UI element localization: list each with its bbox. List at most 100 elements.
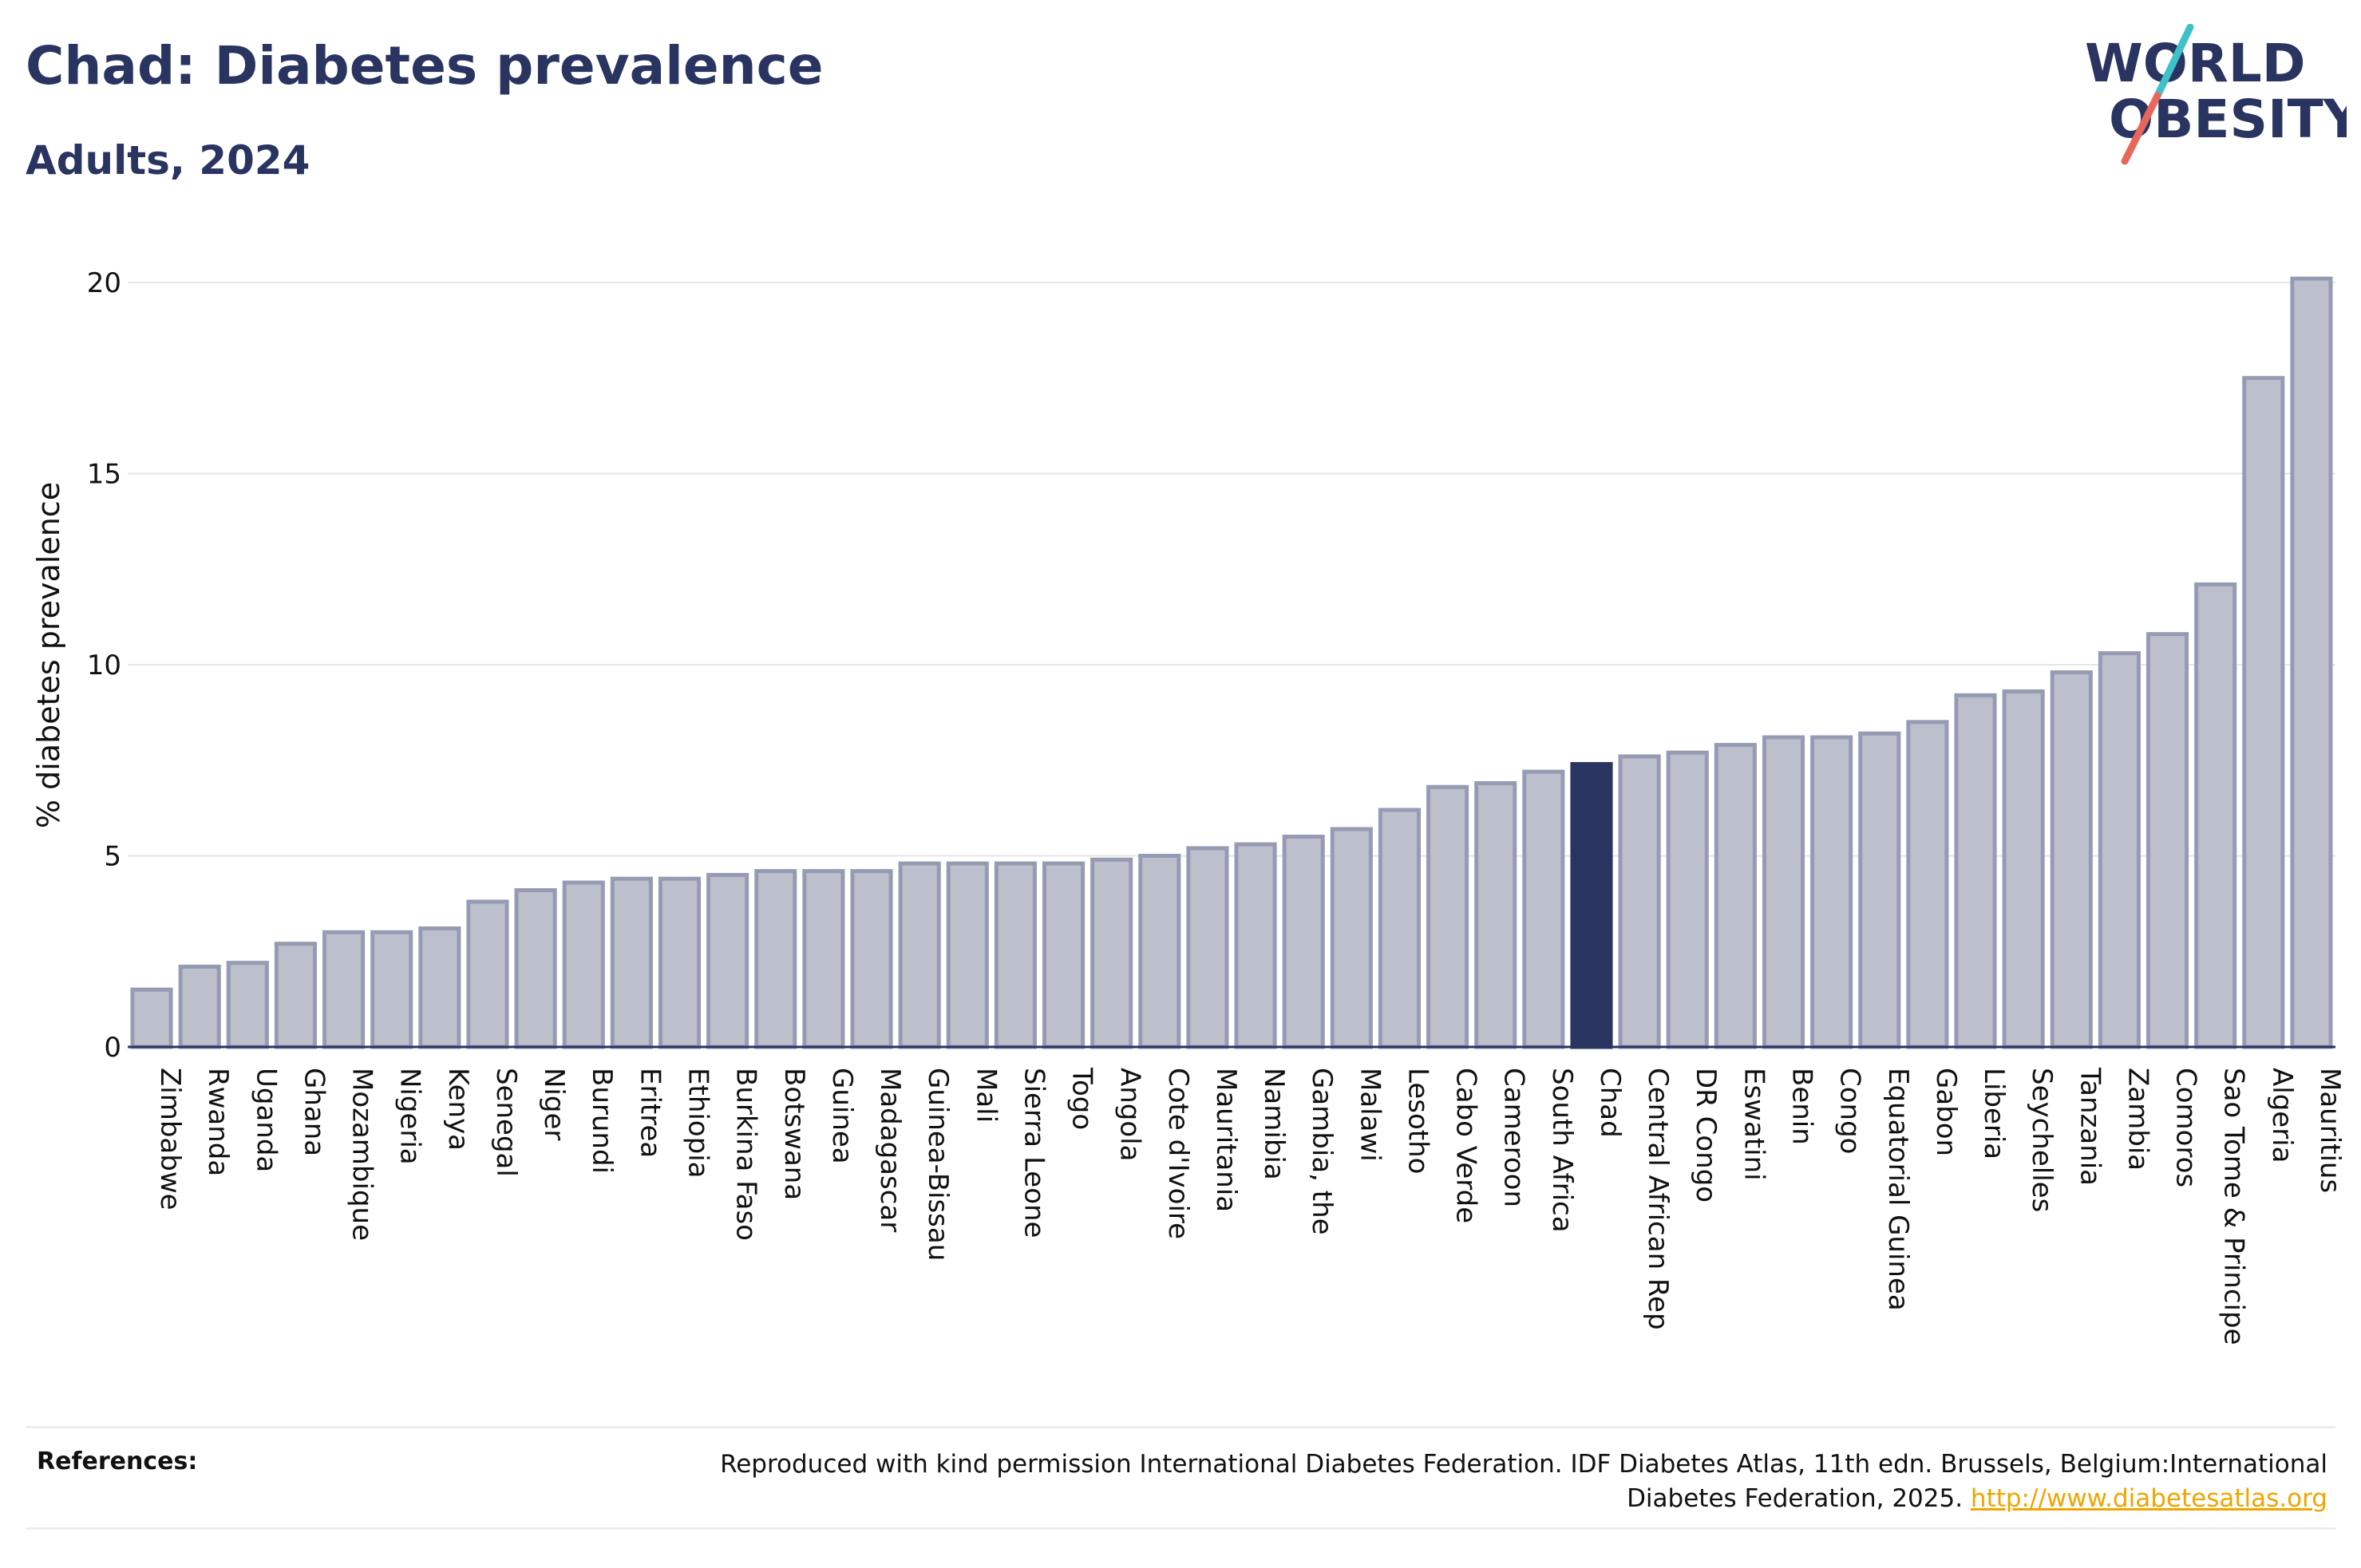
x-tick-label: Angola bbox=[1114, 1068, 1146, 1161]
y-tick-label: 15 bbox=[87, 458, 121, 490]
bar bbox=[946, 861, 989, 1049]
x-tick-label: Sao Tome & Principe bbox=[2218, 1068, 2250, 1345]
x-tick-label: Niger bbox=[538, 1068, 570, 1140]
x-tick-label: Equatorial Guinea bbox=[1882, 1068, 1914, 1311]
x-tick-label: Uganda bbox=[250, 1068, 282, 1172]
bar bbox=[2242, 376, 2285, 1049]
bar bbox=[1186, 846, 1229, 1049]
chart-title: Chad: Diabetes prevalence bbox=[26, 35, 824, 97]
bar bbox=[1810, 735, 1853, 1049]
x-tick-label: Ethiopia bbox=[682, 1068, 714, 1178]
bar bbox=[1378, 808, 1422, 1049]
bar bbox=[178, 964, 221, 1049]
x-tick-label: Guinea-Bissau bbox=[922, 1068, 954, 1261]
bar-chart: 0 5 10 15 20 Zimbabwe Rwanda Uganda Ghana Mozamb… bbox=[31, 267, 2346, 1345]
bar bbox=[370, 930, 413, 1049]
x-tick-label: Mauritania bbox=[1210, 1068, 1242, 1212]
x-tick-label: Mali bbox=[970, 1068, 1002, 1123]
x-tick-label: Algeria bbox=[2266, 1068, 2298, 1163]
bar bbox=[322, 930, 366, 1049]
x-tick-label: Guinea bbox=[826, 1068, 858, 1164]
bar bbox=[562, 880, 605, 1049]
bar bbox=[994, 861, 1037, 1049]
bar bbox=[418, 926, 461, 1049]
bar bbox=[1954, 693, 1997, 1049]
bar bbox=[1426, 784, 1469, 1049]
x-tick-label: Botswana bbox=[778, 1068, 810, 1200]
x-tick-label: Gabon bbox=[1930, 1068, 1962, 1156]
y-tick-label: 0 bbox=[104, 1032, 121, 1064]
x-tick-label: Burundi bbox=[586, 1068, 618, 1174]
x-tick-label: Congo bbox=[1834, 1068, 1866, 1154]
x-tick-label: Central African Rep bbox=[1642, 1068, 1674, 1330]
chart-subtitle: Adults, 2024 bbox=[26, 137, 310, 184]
x-tick-label: Burkina Faso bbox=[730, 1068, 762, 1241]
bar bbox=[130, 987, 173, 1049]
bar bbox=[1042, 861, 1086, 1049]
bar bbox=[514, 888, 557, 1049]
bar bbox=[274, 942, 317, 1049]
y-tick-label: 10 bbox=[87, 650, 121, 681]
x-tick-label: DR Congo bbox=[1690, 1068, 1722, 1203]
bar-highlighted bbox=[1570, 762, 1613, 1049]
x-tick-label: Mauritius bbox=[2314, 1068, 2346, 1193]
x-tick-label: Cabo Verde bbox=[1450, 1068, 1482, 1223]
x-tick-label: Lesotho bbox=[1402, 1068, 1434, 1174]
bar bbox=[1714, 743, 1757, 1049]
references-text: Reproduced with kind permission Internat… bbox=[720, 1450, 2327, 1513]
x-tick-label: Madagascar bbox=[874, 1068, 906, 1232]
x-tick-label: Benin bbox=[1786, 1068, 1818, 1145]
logo-slash-top bbox=[2153, 24, 2194, 100]
bar bbox=[802, 869, 845, 1049]
x-tick-label: Rwanda bbox=[202, 1068, 234, 1176]
bar bbox=[1138, 853, 1181, 1049]
x-tick-label: Chad bbox=[1594, 1068, 1626, 1138]
x-tick-label: Kenya bbox=[442, 1068, 474, 1151]
bar bbox=[2002, 689, 2045, 1049]
x-tick-label: Gambia, the bbox=[1306, 1068, 1338, 1235]
y-tick-labels: 0 5 10 15 20 bbox=[87, 267, 121, 1064]
bar bbox=[2050, 670, 2093, 1049]
bar bbox=[658, 876, 702, 1049]
x-tick-label: Ghana bbox=[298, 1068, 330, 1156]
y-axis-label: % diabetes prevalence bbox=[31, 482, 66, 828]
bar bbox=[2098, 651, 2141, 1049]
bar bbox=[706, 872, 749, 1049]
x-tick-label: South Africa bbox=[1546, 1068, 1578, 1233]
x-tick-label: Zimbabwe bbox=[154, 1068, 186, 1211]
x-tick-labels: Zimbabwe Rwanda Uganda Ghana Mozambique Niger… bbox=[154, 1067, 2346, 1345]
x-tick-label: Sierra Leone bbox=[1018, 1068, 1050, 1238]
x-tick-label: Cameroon bbox=[1498, 1068, 1530, 1207]
x-tick-label: Cote d'Ivoire bbox=[1162, 1068, 1194, 1239]
references-box: References: Reproduced with kind permiss… bbox=[26, 1426, 2335, 1530]
bar bbox=[1618, 754, 1661, 1049]
x-tick-label: Seychelles bbox=[2026, 1068, 2058, 1212]
bar bbox=[226, 961, 269, 1049]
bar bbox=[1234, 842, 1277, 1049]
bar bbox=[1906, 720, 1949, 1049]
x-tick-label: Eritrea bbox=[634, 1068, 666, 1158]
references-label: References: bbox=[37, 1448, 198, 1475]
x-tick-label: Liberia bbox=[1978, 1068, 2010, 1159]
bar bbox=[2194, 582, 2237, 1049]
bar bbox=[1090, 857, 1133, 1049]
x-tick-label: Togo bbox=[1066, 1067, 1098, 1130]
bar bbox=[1522, 769, 1565, 1049]
bar bbox=[850, 869, 893, 1049]
bar bbox=[2145, 632, 2189, 1049]
x-tick-label: Namibia bbox=[1258, 1068, 1290, 1180]
x-tick-label: Tanzania bbox=[2074, 1067, 2106, 1186]
bar bbox=[1282, 835, 1325, 1049]
bar bbox=[754, 869, 797, 1049]
bar bbox=[2290, 276, 2333, 1049]
x-tick-label: Mozambique bbox=[346, 1068, 378, 1241]
x-tick-label: Comoros bbox=[2170, 1068, 2202, 1187]
bar bbox=[1762, 735, 1805, 1049]
bar bbox=[610, 876, 653, 1049]
bar bbox=[466, 899, 509, 1049]
logo-slash-bottom bbox=[2121, 92, 2161, 165]
x-tick-label: Senegal bbox=[490, 1068, 522, 1177]
references-link[interactable]: http://www.diabetesatlas.org bbox=[1970, 1484, 2327, 1513]
x-tick-label: Nigeria bbox=[394, 1068, 426, 1165]
x-tick-label: Zambia bbox=[2122, 1068, 2153, 1171]
